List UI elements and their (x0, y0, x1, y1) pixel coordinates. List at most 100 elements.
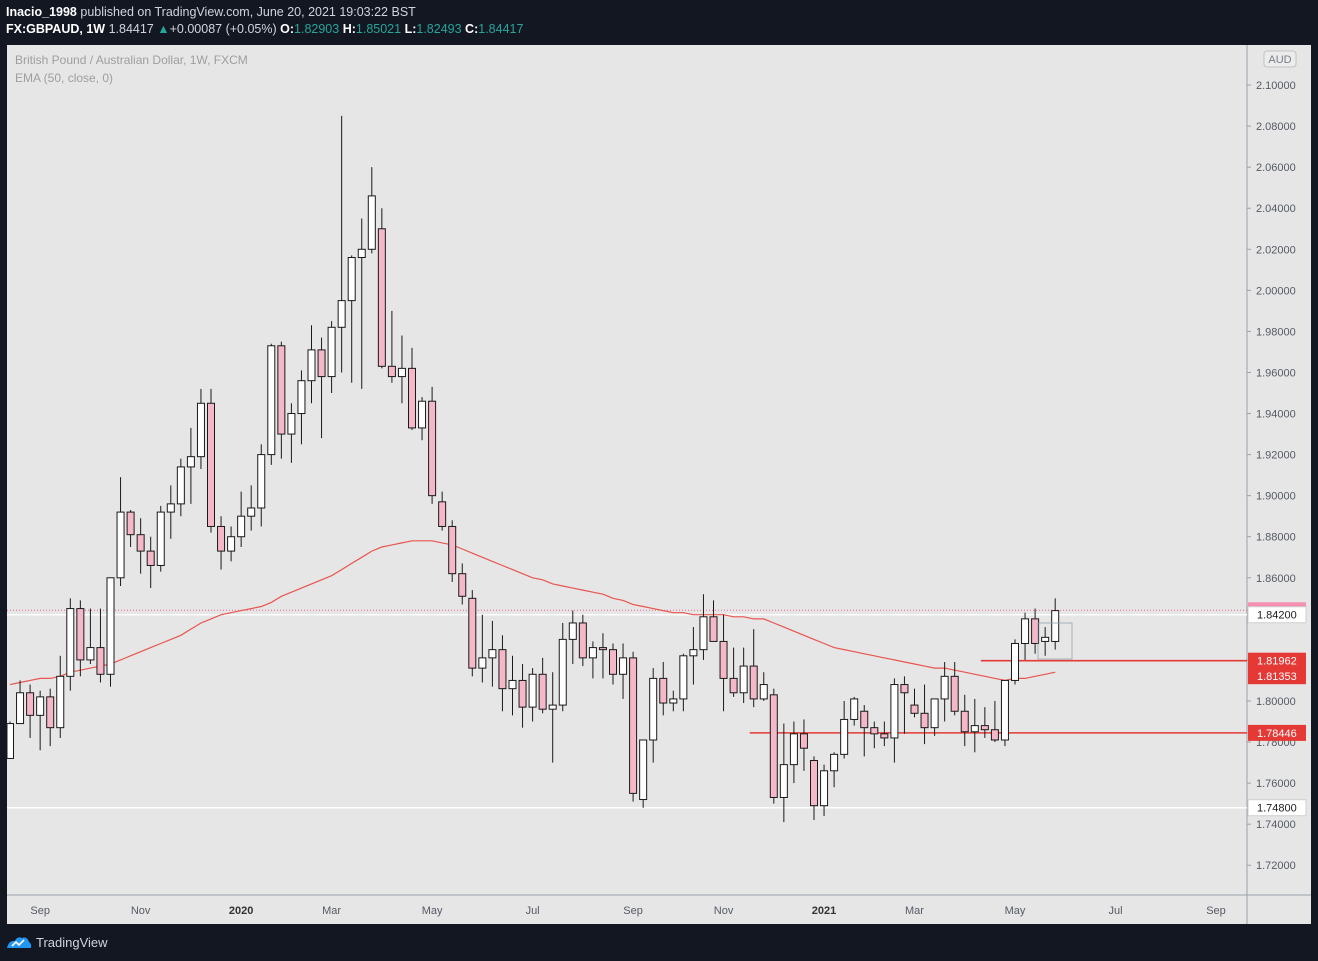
candle (468, 590, 477, 677)
author-name[interactable]: Inacio_1998 (6, 5, 77, 19)
time-tick-label: Nov (131, 905, 151, 917)
candle (699, 594, 708, 660)
candle (920, 684, 929, 745)
symbol-label: FX:GBPAUD, 1W (6, 22, 106, 36)
ema-50-line (9, 540, 1056, 686)
candle (36, 690, 45, 751)
time-tick-label: Sep (30, 905, 50, 917)
candle (548, 672, 557, 763)
candle (56, 655, 65, 738)
candle (609, 643, 617, 685)
candle (538, 657, 547, 714)
price-tick-label: 1.88000 (1256, 532, 1296, 544)
price-tick-label: 1.72000 (1256, 860, 1296, 872)
price-tags: 1.844171.842001.819621.813531.784461.748… (1247, 602, 1307, 817)
candle (6, 721, 14, 759)
price-tick-label: 1.76000 (1256, 778, 1296, 790)
candle (367, 167, 376, 254)
svg-text:1.78446: 1.78446 (1257, 728, 1297, 740)
candle (789, 721, 798, 784)
candle (448, 520, 457, 582)
change-value: +0.00087 (+0.05%) (169, 22, 277, 36)
price-tick-label: 2.02000 (1256, 244, 1296, 256)
candle (387, 310, 396, 383)
candle (598, 633, 607, 679)
candle (940, 661, 949, 722)
high-value: 1.85021 (355, 22, 402, 36)
price-tick-label: 1.96000 (1256, 367, 1296, 379)
candle (176, 458, 185, 517)
candle (418, 397, 427, 441)
candle (217, 516, 226, 570)
candle (659, 661, 668, 716)
candle (1051, 598, 1060, 650)
candle (156, 505, 165, 572)
price-pane[interactable] (7, 45, 1247, 895)
candle (438, 491, 447, 531)
price-ticks: 1.720001.740001.760001.780001.800001.820… (1247, 80, 1296, 872)
candle (478, 614, 487, 683)
candle (66, 598, 75, 691)
candle (619, 643, 628, 699)
candle (277, 341, 286, 459)
time-tick-label: Mar (322, 905, 341, 917)
open-value: 1.82903 (294, 22, 340, 36)
candle (1011, 639, 1019, 685)
candle (649, 668, 658, 763)
candle (568, 610, 577, 665)
currency-badge[interactable]: AUD (1263, 50, 1297, 68)
candle (327, 321, 336, 394)
price-tag: 1.81962 (1248, 652, 1306, 669)
last-price: 1.84417 (108, 22, 154, 36)
candle (840, 700, 849, 759)
candle (990, 700, 999, 743)
candle (347, 255, 356, 383)
candle (950, 661, 959, 716)
close-value: 1.84417 (478, 22, 524, 36)
candle (116, 477, 125, 587)
price-axis[interactable] (1247, 45, 1311, 895)
candle (1041, 627, 1050, 656)
candles (6, 115, 1060, 823)
candle (578, 614, 587, 667)
candle (820, 764, 829, 816)
published-text: published on TradingView.com, June 20, 2… (80, 5, 416, 19)
price-tick-label: 1.92000 (1256, 450, 1296, 462)
legend-title: British Pound / Australian Dollar, 1W, F… (15, 53, 248, 67)
candle (890, 678, 899, 763)
candle (16, 680, 25, 725)
publish-info: Inacio_1998 published on TradingView.com… (6, 5, 416, 19)
svg-text:1.81962: 1.81962 (1257, 656, 1297, 668)
candle (397, 335, 406, 404)
candle (729, 647, 738, 697)
candle (26, 684, 35, 738)
time-axis[interactable] (7, 895, 1311, 924)
footer-brand[interactable]: TradingView (6, 934, 108, 950)
time-ticks: Sep Nov 2020 Mar May Jul Sep Nov 2021 Mar May Jul Se… (30, 905, 1225, 917)
candle (207, 388, 215, 533)
candle (76, 600, 85, 677)
candle (850, 696, 859, 726)
price-tick-label: 2.06000 (1256, 162, 1296, 174)
price-tag: 1.78446 (1248, 724, 1306, 741)
candle (317, 337, 326, 439)
candle (518, 664, 527, 728)
candle (1031, 608, 1040, 654)
candle (46, 688, 55, 747)
legend-indicator[interactable]: EMA (50, close, 0) (15, 71, 113, 85)
svg-text:1.84200: 1.84200 (1257, 610, 1297, 622)
price-tick-label: 1.86000 (1256, 573, 1296, 585)
candle (186, 427, 195, 504)
time-tick-label: May (1005, 905, 1026, 917)
price-tag: 1.84200 (1247, 606, 1307, 624)
candle (769, 688, 778, 804)
time-tick-label: Sep (1206, 905, 1226, 917)
candle (297, 370, 306, 445)
candle (709, 600, 718, 642)
price-tick-label: 2.10000 (1256, 80, 1296, 92)
candle (910, 688, 919, 718)
candle (588, 641, 597, 679)
candle (86, 608, 95, 665)
candle (337, 115, 346, 373)
